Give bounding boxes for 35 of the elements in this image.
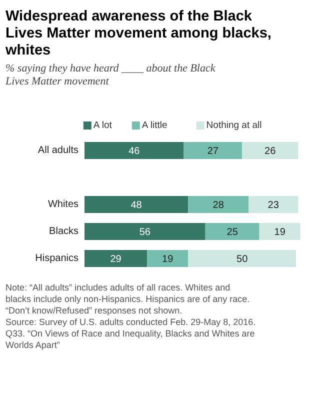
bar: [84, 223, 206, 240]
data-label: 25: [226, 227, 238, 238]
legend-label: A lot: [93, 120, 112, 131]
data-label: 26: [264, 146, 276, 157]
data-label: 19: [162, 254, 174, 265]
data-label: 27: [207, 146, 219, 157]
y-tick-label: Blacks: [49, 226, 78, 237]
data-label: 29: [110, 254, 122, 265]
data-label: 28: [212, 200, 224, 211]
data-label: 46: [128, 146, 140, 157]
bar: [248, 196, 298, 213]
bar: [242, 142, 298, 159]
bar: [84, 250, 148, 267]
bar: [259, 223, 300, 240]
bar: [188, 196, 249, 213]
bar: [205, 223, 260, 240]
legend-label: Nothing at all: [206, 120, 262, 131]
y-tick-label: Whites: [48, 199, 78, 210]
chart-subtitle: % saying they have heard ____ about the Black Lives Matter movement: [4, 62, 216, 88]
text: Note: “All adults” includes adults of all races. Whites and blacks include only non-Hispanics. Hispanics are of any race. “Don’t know/Refused” responses not shown.: [6, 282, 250, 316]
legend-label: A little: [142, 120, 168, 131]
bar: [188, 250, 296, 267]
bar: [184, 142, 242, 159]
chart-title: Widespread awareness of the Black Lives Matter movement among blacks, whites: [4, 8, 272, 58]
data-label: 50: [236, 254, 248, 265]
data-label: 48: [130, 200, 142, 211]
data-label: 56: [139, 227, 151, 238]
bar: [84, 196, 188, 213]
y-tick-label: All adults: [38, 145, 78, 156]
bar: [147, 250, 188, 267]
bar: [84, 142, 184, 159]
y-tick-label: Hispanics: [35, 253, 79, 264]
data-label: 19: [274, 227, 286, 238]
source-note: Source: Survey of U.S. adults conducted Feb. 29-May 8, 2016. Q33. “On Views of Race and Inequality, Blacks and Whites are Worlds Apart”: [6, 317, 256, 350]
data-label: 23: [268, 200, 280, 211]
